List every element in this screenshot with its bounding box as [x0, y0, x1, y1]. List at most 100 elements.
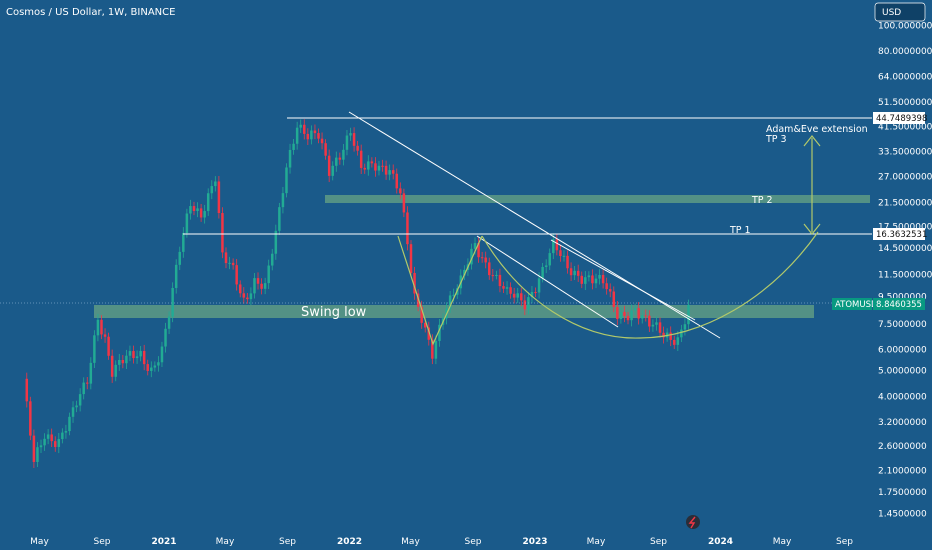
candle-up[interactable] [640, 315, 644, 319]
candle-up[interactable] [377, 165, 381, 171]
candle-down[interactable] [669, 332, 672, 340]
candle-down[interactable] [103, 334, 107, 337]
candle-down[interactable] [608, 289, 612, 292]
candle-up[interactable] [189, 206, 192, 214]
candle-down[interactable] [498, 274, 502, 287]
candle-down[interactable] [612, 291, 616, 308]
candle-down[interactable] [224, 252, 228, 264]
candle-up[interactable] [388, 170, 391, 175]
candle-down[interactable] [402, 193, 406, 213]
candle-down[interactable] [555, 239, 559, 251]
candle-down[interactable] [338, 157, 342, 160]
candle-up[interactable] [541, 266, 544, 279]
tp2-zone[interactable] [325, 195, 870, 203]
tradingview-logo-icon[interactable] [686, 515, 700, 529]
candle-down[interactable] [616, 307, 619, 320]
candle-down[interactable] [502, 286, 505, 289]
candle-down[interactable] [317, 133, 320, 139]
candle-up[interactable] [274, 230, 278, 254]
candle-up[interactable] [125, 355, 128, 364]
candle-up[interactable] [46, 434, 50, 439]
candle-up[interactable] [57, 439, 61, 447]
candle-down[interactable] [591, 275, 594, 284]
candle-up[interactable] [434, 340, 438, 359]
candle-down[interactable] [406, 212, 409, 245]
candle-up[interactable] [552, 239, 555, 254]
candle-up[interactable] [160, 346, 164, 363]
candle-up[interactable] [630, 310, 633, 321]
candle-down[interactable] [580, 275, 584, 284]
candle-up[interactable] [39, 445, 43, 448]
candle-down[interactable] [50, 434, 53, 442]
candle-down[interactable] [221, 213, 224, 253]
candle-up[interactable] [114, 364, 117, 377]
candle-down[interactable] [142, 350, 146, 365]
candle-up[interactable] [285, 167, 288, 194]
candle-down[interactable] [53, 441, 57, 447]
candle-down[interactable] [416, 293, 420, 307]
candle-down[interactable] [384, 165, 388, 175]
candle-down[interactable] [409, 244, 413, 273]
candle-up[interactable] [150, 367, 153, 371]
candle-up[interactable] [516, 293, 519, 298]
candle-down[interactable] [509, 287, 512, 294]
candle-down[interactable] [480, 257, 484, 259]
candle-up[interactable] [271, 253, 274, 266]
candle-down[interactable] [324, 143, 327, 156]
candle-up[interactable] [185, 213, 189, 233]
candle-up[interactable] [473, 243, 477, 249]
candle-up[interactable] [71, 407, 75, 417]
candle-down[interactable] [260, 283, 263, 289]
candle-down[interactable] [420, 306, 423, 323]
candle-down[interactable] [391, 170, 395, 174]
candle-up[interactable] [182, 232, 185, 252]
candle-up[interactable] [206, 193, 210, 212]
candle-up[interactable] [128, 351, 132, 356]
candle-up[interactable] [178, 251, 181, 265]
candle-up[interactable] [676, 337, 680, 345]
candle-down[interactable] [534, 292, 537, 294]
candle-down[interactable] [256, 278, 260, 284]
candle-down[interactable] [395, 173, 399, 189]
candle-up[interactable] [345, 135, 349, 150]
candle-up[interactable] [171, 287, 174, 317]
candle-up[interactable] [335, 157, 338, 166]
candle-up[interactable] [594, 278, 598, 284]
candle-up[interactable] [495, 274, 498, 276]
candle-down[interactable] [491, 275, 495, 277]
candle-up[interactable] [299, 124, 302, 128]
candle-down[interactable] [566, 255, 569, 269]
candle-down[interactable] [644, 315, 648, 317]
candle-up[interactable] [505, 287, 509, 289]
candle-down[interactable] [658, 322, 662, 333]
candle-up[interactable] [349, 133, 352, 136]
candle-down[interactable] [107, 336, 110, 356]
candle-up[interactable] [64, 431, 68, 433]
candle-down[interactable] [381, 165, 384, 167]
candle-up[interactable] [78, 394, 82, 406]
candle-down[interactable] [86, 382, 89, 384]
candle-up[interactable] [530, 292, 534, 298]
candle-down[interactable] [32, 435, 36, 462]
currency-button[interactable]: USD [874, 2, 926, 22]
candle-up[interactable] [655, 322, 658, 325]
candle-up[interactable] [89, 362, 93, 384]
candle-down[interactable] [110, 355, 114, 377]
candle-up[interactable] [278, 207, 281, 231]
candle-up[interactable] [68, 416, 71, 432]
candle-up[interactable] [167, 316, 171, 329]
candle-down[interactable] [242, 293, 246, 298]
candle-up[interactable] [633, 308, 637, 311]
candle-up[interactable] [253, 278, 256, 294]
candle-up[interactable] [587, 275, 591, 278]
candle-up[interactable] [537, 278, 541, 293]
swing-low-zone[interactable] [94, 305, 814, 318]
candle-down[interactable] [413, 272, 416, 294]
time-axis[interactable]: May Sep 2021 May Sep 2022 May Sep 2023 May Sep 2024… [30, 537, 853, 547]
candle-up[interactable] [342, 149, 345, 160]
candle-down[interactable] [637, 308, 640, 319]
candle-down[interactable] [576, 270, 580, 276]
candle-up[interactable] [470, 248, 473, 265]
candle-down[interactable] [100, 319, 103, 335]
candle-down[interactable] [601, 274, 605, 284]
